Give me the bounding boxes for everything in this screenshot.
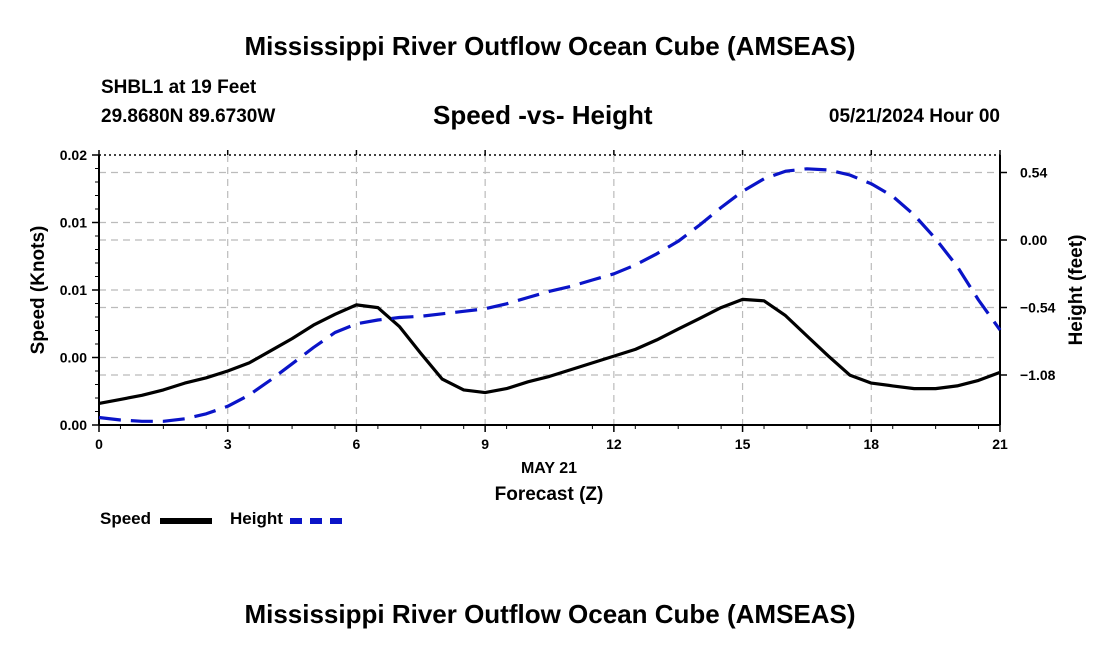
y-tick-label: 0.00 [60,350,87,366]
y2-tick-label: −0.54 [1020,300,1056,316]
x-tick-label: 15 [735,436,751,452]
y-tick-label: 0.00 [60,417,87,433]
coordinates-label: 29.8680N 89.6730W [101,106,276,127]
forecast-datetime: 05/21/2024 Hour 00 [828,106,1000,127]
y2-axis-title: Height (feet) [1066,235,1087,346]
chart-main-title: Mississippi River Outflow Ocean Cube (AM… [244,31,856,61]
y2-tick-label: 0.00 [1020,232,1047,248]
chart-subtitle: Speed -vs- Height [433,100,653,130]
x-tick-label: 0 [95,436,103,452]
series-line-speed [98,297,1001,405]
station-label: SHBL1 at 19 Feet [101,77,257,98]
y2-tick-label: 0.54 [1020,165,1047,181]
legend-label-speed: Speed [100,509,152,528]
series-line-height [98,167,1002,423]
x-tick-label: 6 [353,436,361,452]
x-tick-label: 21 [992,436,1008,452]
y-tick-label: 0.01 [60,282,87,298]
legend-swatch-speed [160,518,212,524]
x-tick-label: 3 [224,436,232,452]
y-axis-title: Speed (Knots) [28,226,49,355]
x-axis-title: Forecast (Z) [495,484,604,505]
y-tick-label: 0.02 [60,147,87,163]
y2-tick-label: −1.08 [1020,367,1056,383]
chart-bottom-title: Mississippi River Outflow Ocean Cube (AM… [244,599,856,629]
x-tick-label: 12 [606,436,622,452]
legend-swatch-height [290,518,342,524]
x-tick-label: 9 [481,436,489,452]
x-tick-label: 18 [863,436,879,452]
x-axis-date-label: MAY 21 [521,460,577,477]
y-tick-label: 0.01 [60,215,87,231]
legend-label-height: Height [230,509,283,528]
